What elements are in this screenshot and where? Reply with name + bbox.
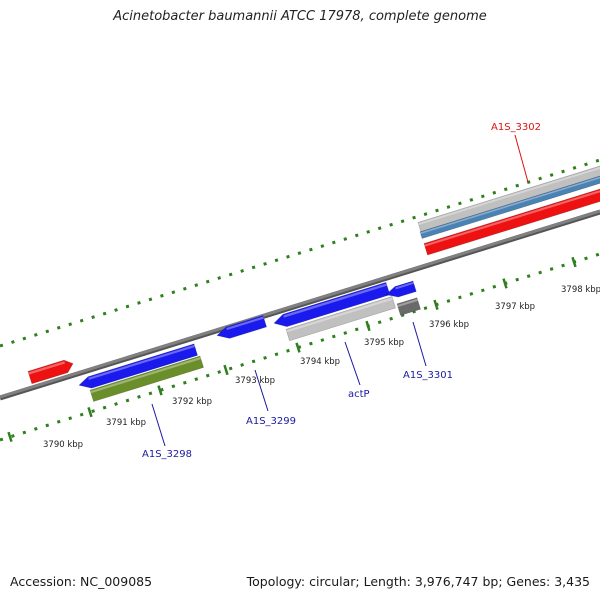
gene-label: A1S_3301: [403, 370, 453, 381]
topology-text: Topology: circular; Length: 3,976,747 bp…: [246, 574, 590, 589]
scale-label: 3797 kbp: [495, 302, 535, 312]
scale-label: 3792 kbp: [172, 397, 212, 407]
feature-a1s-3302-steel[interactable]: [419, 175, 600, 239]
feature-a1s-3301-gene[interactable]: [385, 280, 417, 298]
scale-labels: 3790 kbp 3791 kbp 3792 kbp 3793 kbp 3794 kbp…: [43, 285, 600, 450]
gene-labels: A1S_3298 A1S_3299 actP A1S_3301 A1S_3302: [142, 122, 541, 460]
gene-label: actP: [348, 389, 370, 400]
gene-label: A1S_3298: [142, 449, 192, 460]
genome-title: Acinetobacter baumannii ATCC 17978, comp…: [113, 9, 487, 24]
scale-label: 3791 kbp: [106, 418, 146, 428]
scale-label: 3796 kbp: [429, 320, 469, 330]
tick-track-lower: [0, 252, 600, 442]
feature-red-left-gene[interactable]: [27, 359, 74, 385]
scale-label: 3794 kbp: [300, 357, 340, 367]
feature-a1s-3302-cds-grey[interactable]: [417, 165, 600, 233]
scale-label: 3793 kbp: [235, 376, 275, 386]
major-ticks: [7, 256, 577, 443]
backbone-line: [0, 209, 600, 401]
feature-a1s-3298-gene[interactable]: [78, 343, 198, 389]
feature-a1s-3302-gene[interactable]: [423, 188, 600, 256]
feature-a1s-3299-gene[interactable]: [216, 315, 267, 339]
tick-track-upper: [0, 158, 600, 348]
accession-text: Accession: NC_009085: [10, 574, 153, 589]
feature-actp-gene[interactable]: [273, 281, 391, 327]
scale-label: 3798 kbp: [561, 285, 600, 295]
feature-a1s-3298-cds[interactable]: [89, 355, 204, 402]
feature-actp-cds[interactable]: [285, 296, 396, 342]
feature-a1s-3301-cds[interactable]: [396, 297, 421, 316]
gene-label: A1S_3299: [246, 416, 296, 427]
gene-label: A1S_3302: [491, 122, 541, 133]
scale-label: 3790 kbp: [43, 440, 83, 450]
scale-label: 3795 kbp: [364, 338, 404, 348]
